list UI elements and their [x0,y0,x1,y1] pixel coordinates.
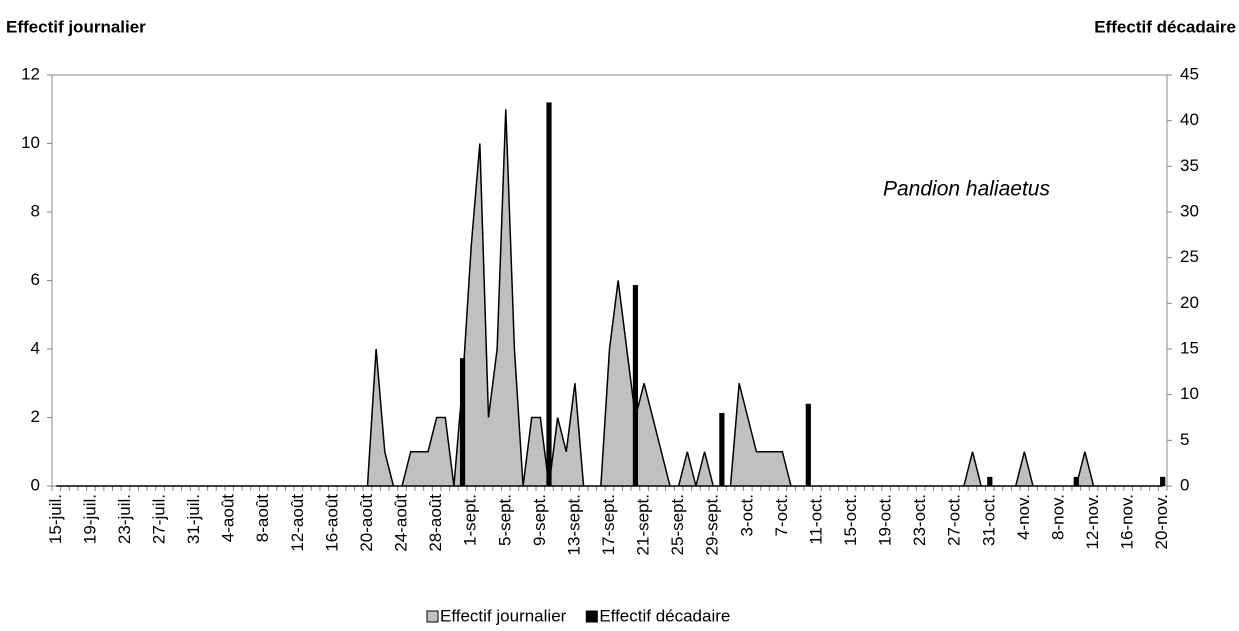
x-tick-label: 12-nov. [1083,494,1102,549]
annotation: Pandion haliaetus [883,178,1050,201]
legend-swatch [426,610,439,623]
x-tick-label: 17-sept. [599,494,618,555]
y2-axis-title: Effectif décadaire [1094,17,1236,36]
x-tick-label: 11-oct. [806,494,825,545]
y2-tick-label: 15 [1180,338,1199,357]
y-tick-label: 10 [21,133,40,152]
x-tick-label: 27-oct. [945,494,964,546]
y-axis-title: Effectif journalier [6,17,146,36]
bar [1073,476,1079,486]
y2-tick-label: 10 [1180,384,1199,403]
y-tick-label: 6 [31,270,40,289]
legend-swatch [585,610,598,623]
x-tick-label: 21-sept. [634,494,653,555]
x-tick-label: 4-nov. [1014,494,1033,540]
y-tick-label: 8 [31,201,40,220]
y2-tick-label: 5 [1180,430,1189,449]
x-tick-label: 12-août [288,494,307,552]
y2-tick-label: 35 [1180,156,1199,175]
y2-tick-label: 20 [1180,293,1199,312]
x-tick-label: 31-oct. [979,494,998,546]
y-tick-label: 4 [31,338,40,357]
y2-tick-label: 40 [1180,110,1199,129]
x-tick-label: 16-nov. [1118,494,1137,549]
x-tick-label: 13-sept. [564,494,583,555]
x-tick-label: 16-août [322,494,341,552]
y-tick-label: 12 [21,64,40,83]
x-tick-label: 23-oct. [910,494,929,546]
bar [546,102,552,487]
area [56,109,1163,487]
x-tick-label: 20-août [357,494,376,552]
x-tick-label: 29-sept. [703,494,722,555]
bar [987,476,993,486]
x-tick-label: 25-sept. [668,494,687,555]
x-tick-label: 15-juil. [46,494,65,544]
y2-tick-label: 45 [1180,64,1199,83]
y2-tick-label: 0 [1180,475,1189,494]
y-tick-label: 0 [31,475,40,494]
x-tick-label: 8-août [253,494,272,542]
x-tick-label: 20-nov. [1152,494,1171,549]
bar [459,358,466,486]
x-tick-label: 31-juil. [184,494,203,544]
y2-tick-label: 25 [1180,247,1199,266]
bar [805,403,811,486]
bar [632,285,639,486]
x-tick-label: 3-oct. [737,494,756,537]
x-tick-label: 4-août [219,494,238,542]
x-tick-label: 28-août [426,494,445,552]
x-tick-label: 5-sept. [495,494,514,546]
bar [719,412,725,486]
x-tick-label: 9-sept. [530,494,549,546]
legend-label: Effectif journalier [440,606,567,625]
x-tick-label: 27-juil. [150,494,169,544]
x-tick-label: 23-juil. [115,494,134,544]
x-tick-label: 1-sept. [461,494,480,546]
x-tick-label: 19-oct. [876,494,895,546]
x-tick-label: 15-oct. [841,494,860,546]
x-tick-label: 19-juil. [80,494,99,544]
y2-tick-label: 30 [1180,201,1199,220]
x-tick-label: 8-nov. [1048,494,1067,540]
legend-label: Effectif décadaire [599,606,730,625]
bar [1160,476,1166,486]
y-tick-label: 2 [31,407,40,426]
x-tick-label: 24-août [392,494,411,552]
x-tick-label: 7-oct. [772,494,791,537]
